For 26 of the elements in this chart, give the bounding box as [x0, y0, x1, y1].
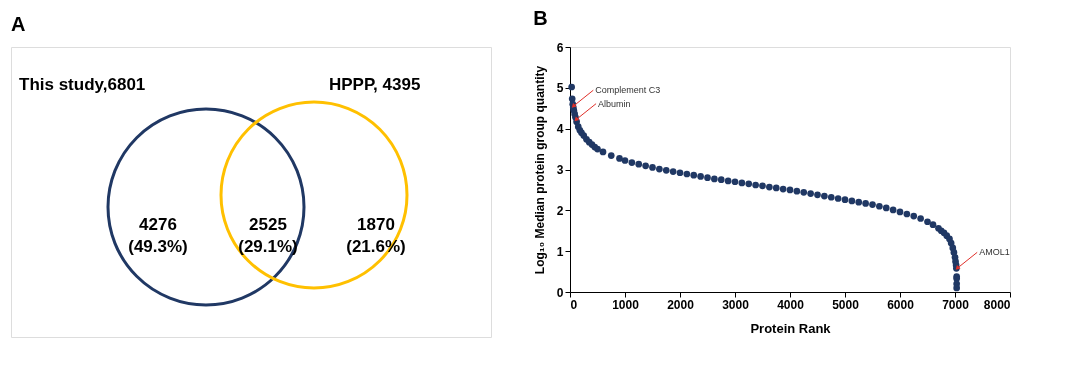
y-tick-label: 5	[556, 81, 564, 96]
category-label: HPPP, 4395	[329, 75, 421, 94]
y-tick-label: 2	[556, 203, 564, 218]
x-tick-label: 6000	[887, 297, 915, 312]
x-axis-title: Protein Rank	[750, 320, 832, 336]
x-tick-label: 4000	[777, 297, 805, 312]
y-tick-label: 1	[556, 244, 564, 259]
x-tick-label: 8000	[983, 297, 1011, 312]
category-label: This study,6801	[19, 75, 146, 94]
x-tick-label: 7000	[942, 297, 970, 312]
y-tick-label: 0	[556, 285, 564, 300]
x-tick-label: 2000	[667, 297, 695, 312]
annotation: Albumin	[598, 98, 631, 109]
x-tick-label: 5000	[832, 297, 860, 312]
y-tick-label: 3	[556, 163, 564, 177]
y-tick-label: 6	[556, 40, 564, 55]
y-tick-label: 4	[556, 122, 564, 137]
x-tick-label: 0	[570, 297, 578, 312]
x-tick-label: 1000	[612, 297, 640, 312]
text: 4276 (49.3%)	[128, 215, 188, 256]
x-tick-label: 3000	[722, 297, 750, 312]
text: A	[11, 13, 26, 35]
y-axis-title: Log₁₀ Median protein group quantity	[532, 65, 547, 275]
annotation: Complement C3	[595, 85, 661, 96]
chart-title: B	[533, 7, 548, 29]
annotation: AMOL1	[979, 247, 1010, 258]
